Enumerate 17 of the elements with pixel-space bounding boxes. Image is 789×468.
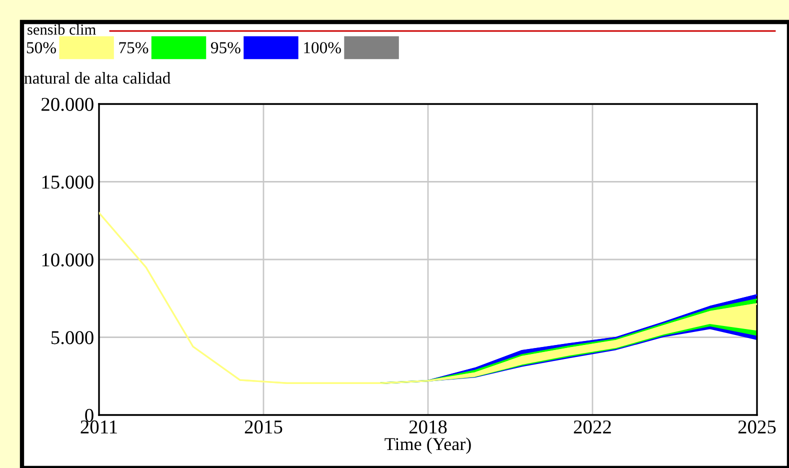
legend-label: 100%: [304, 42, 341, 54]
x-tick-label: 2011: [80, 420, 117, 434]
y-tick-label: 10.000: [42, 253, 94, 267]
chart-title: sensib clim: [28, 24, 96, 35]
y-tick-label: 15.000: [42, 176, 94, 189]
x-tick-label: 2022: [574, 420, 611, 434]
x-tick-label: 2025: [738, 420, 776, 434]
legend-label: 50%: [26, 42, 56, 54]
legend-label: 95%: [210, 42, 240, 54]
x-tick-label: 2015: [244, 420, 282, 434]
x-tick-label: 2018: [409, 420, 447, 434]
y-tick-label: 5.000: [52, 331, 94, 344]
y-tick-label: 0: [85, 408, 94, 422]
y-tick-label: 20.000: [42, 98, 94, 112]
y-axis-title: natural de alta calidad: [24, 72, 170, 84]
x-axis-title: Time (Year): [384, 437, 471, 454]
legend-label: 75%: [119, 42, 148, 54]
